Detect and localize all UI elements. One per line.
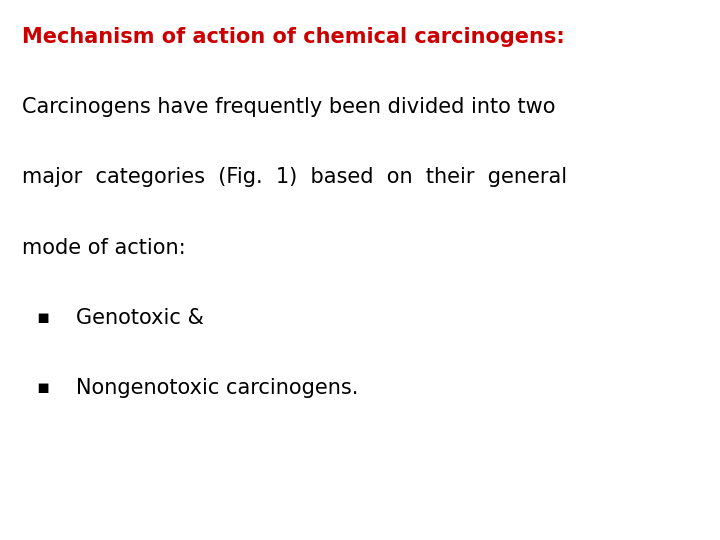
Text: major  categories  (Fig.  1)  based  on  their  general: major categories (Fig. 1) based on their… — [22, 167, 567, 187]
Text: Mechanism of action of chemical carcinogens:: Mechanism of action of chemical carcinog… — [22, 27, 564, 47]
Text: ▪: ▪ — [36, 378, 49, 397]
Text: Nongenotoxic carcinogens.: Nongenotoxic carcinogens. — [76, 378, 358, 398]
Text: Carcinogens have frequently been divided into two: Carcinogens have frequently been divided… — [22, 97, 555, 117]
Text: mode of action:: mode of action: — [22, 238, 185, 258]
Text: Genotoxic &: Genotoxic & — [76, 308, 204, 328]
Text: ▪: ▪ — [36, 308, 49, 327]
